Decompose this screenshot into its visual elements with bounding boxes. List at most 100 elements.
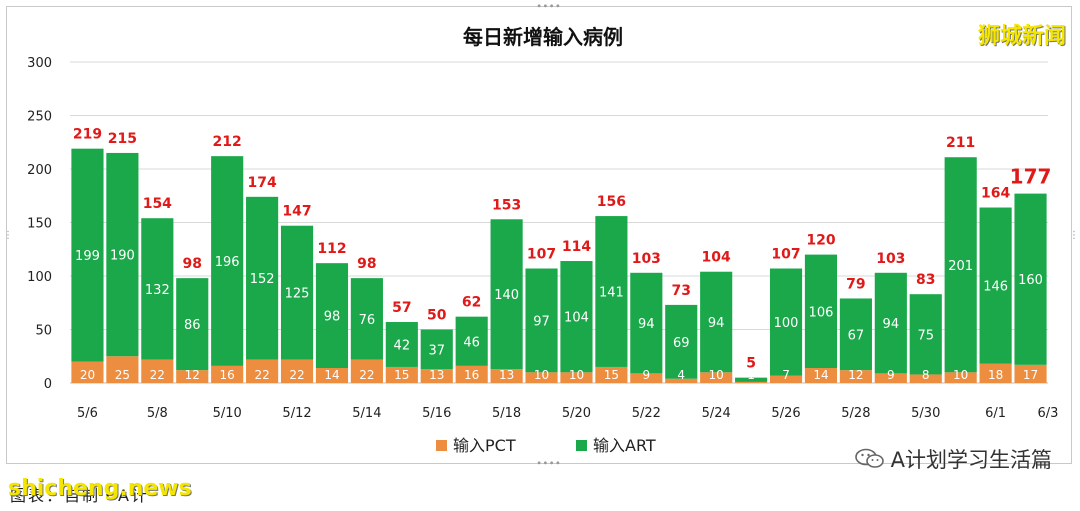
bar-art xyxy=(630,272,663,374)
resize-handle-top[interactable]: ∙∙∙∙ xyxy=(536,1,562,12)
bar-art xyxy=(315,263,349,369)
data-label-total: 114 xyxy=(562,239,591,255)
data-label-total: 83 xyxy=(916,272,935,288)
data-label-art: 100 xyxy=(774,316,799,331)
bar-pct xyxy=(769,375,803,383)
data-label-art: 37 xyxy=(428,343,445,358)
bar-art xyxy=(420,329,453,370)
resize-handle-right[interactable]: ⋮ xyxy=(1069,230,1079,241)
data-label-pct: 9 xyxy=(643,368,651,382)
data-label-art: 42 xyxy=(394,338,411,353)
bar-art xyxy=(560,261,593,373)
x-tick-label: 5/28 xyxy=(841,406,870,421)
bar-art xyxy=(246,196,279,360)
data-label-total: 98 xyxy=(357,256,376,272)
bar-art xyxy=(804,254,838,369)
data-label-total: 156 xyxy=(597,194,626,210)
data-label-art: 94 xyxy=(883,317,900,332)
resize-handle-left[interactable]: ⋮ xyxy=(3,230,13,241)
data-label-art: 69 xyxy=(673,336,690,351)
data-label-total: 79 xyxy=(846,276,865,292)
footer-caption: 图表：自制・A计 xyxy=(10,486,149,505)
bar-art xyxy=(280,225,314,360)
data-label-pct: 22 xyxy=(289,368,304,382)
data-label-pct: 10 xyxy=(709,368,724,382)
data-label-pct: 25 xyxy=(115,368,130,382)
data-label-art: 67 xyxy=(848,328,865,343)
data-label-art: 76 xyxy=(359,313,376,328)
bar-pct xyxy=(874,373,907,383)
data-label-total: 215 xyxy=(108,131,137,147)
data-label-art: 98 xyxy=(324,310,341,325)
data-label-pct: 1 xyxy=(747,368,755,382)
chart-svg: 每日新增输入病例05010015020025030020199219251902… xyxy=(27,25,1058,455)
data-label-total: 120 xyxy=(806,233,835,249)
data-label-total: 107 xyxy=(527,247,556,263)
data-label-pct: 13 xyxy=(499,368,514,382)
data-label-total: 154 xyxy=(143,196,172,212)
bar-art xyxy=(700,271,733,373)
bar-pct xyxy=(630,373,663,383)
bar-pct xyxy=(804,368,838,383)
bar-pct xyxy=(420,369,453,383)
x-tick-label: 5/16 xyxy=(422,406,451,421)
bar-pct xyxy=(385,366,418,383)
data-label-total: 50 xyxy=(427,308,447,324)
data-label-art: 141 xyxy=(599,286,624,301)
data-label-pct: 13 xyxy=(429,368,444,382)
bar-pct xyxy=(350,359,383,383)
bar-pct xyxy=(490,369,523,383)
data-label-pct: 12 xyxy=(848,368,863,382)
bar-art xyxy=(839,298,872,371)
wechat-icon xyxy=(854,448,885,470)
data-label-art: 140 xyxy=(494,288,519,303)
data-label-pct: 16 xyxy=(464,368,479,382)
bar-art xyxy=(385,322,418,367)
data-label-pct: 18 xyxy=(988,368,1003,382)
resize-handle-bottom[interactable]: ∙∙∙∙ xyxy=(536,458,562,469)
bar-art xyxy=(211,156,244,366)
data-label-art: 146 xyxy=(983,280,1008,295)
bar-pct xyxy=(735,381,768,383)
x-tick-label: 5/24 xyxy=(702,406,731,421)
bar-art xyxy=(735,377,768,382)
footer: 图表：自制・A计 shicheng.news xyxy=(0,466,1080,511)
data-label-total: 98 xyxy=(183,256,202,272)
bar-art xyxy=(665,304,698,379)
bar-pct xyxy=(246,359,279,383)
data-label-pct: 15 xyxy=(604,368,619,382)
data-label-pct: 10 xyxy=(569,368,584,382)
bar-art xyxy=(455,316,488,366)
legend-label: 输入PCT xyxy=(453,436,516,455)
data-label-art: 125 xyxy=(285,287,310,302)
data-label-art: 104 xyxy=(564,311,589,326)
bar-art xyxy=(176,278,209,371)
x-tick-label: 5/18 xyxy=(492,406,521,421)
data-label-art: 132 xyxy=(145,283,170,298)
account-tag: A计划学习生活篇 xyxy=(854,444,1052,474)
y-tick-label: 250 xyxy=(27,110,52,125)
data-label-art: 152 xyxy=(250,272,275,287)
bar-pct xyxy=(1014,364,1047,383)
data-label-total: 57 xyxy=(392,300,411,316)
legend-swatch xyxy=(436,440,447,451)
data-label-art: 97 xyxy=(533,314,550,329)
chart-frame xyxy=(6,6,1072,464)
data-label-art: 94 xyxy=(708,316,725,331)
bar-art xyxy=(490,219,523,370)
data-label-art: 46 xyxy=(463,335,480,350)
data-label-total: 104 xyxy=(702,250,731,266)
x-tick-label: 5/10 xyxy=(213,406,242,421)
bar-pct xyxy=(700,372,733,383)
data-label-total: 212 xyxy=(213,134,242,150)
data-label-total: 103 xyxy=(876,251,905,267)
data-label-pct: 12 xyxy=(185,368,200,382)
x-tick-label: 5/8 xyxy=(147,406,168,421)
bar-pct xyxy=(560,372,593,383)
x-tick-label: 5/14 xyxy=(352,406,381,421)
data-label-pct: 16 xyxy=(220,368,235,382)
bar-pct xyxy=(839,370,872,383)
x-tick-label: 5/12 xyxy=(282,406,311,421)
data-label-pct: 14 xyxy=(813,368,828,382)
data-label-art: 190 xyxy=(110,249,135,264)
